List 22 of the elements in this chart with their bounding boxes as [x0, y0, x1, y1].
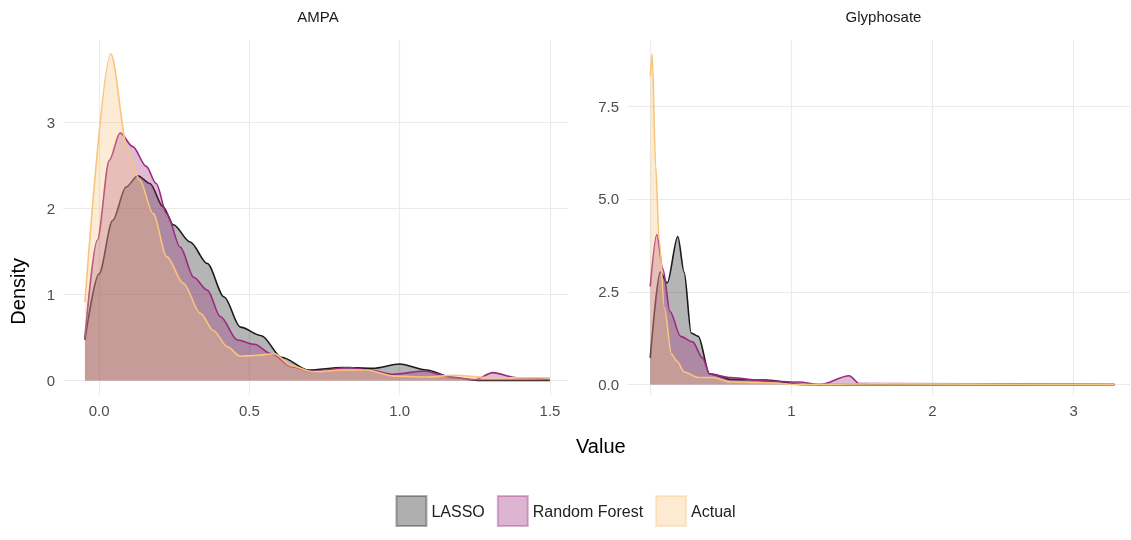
x-tick-label: 0.0	[88, 402, 110, 419]
x-tick-label: 1.0	[389, 402, 411, 419]
x-tick-label: 1	[787, 402, 796, 419]
x-tick-label: 2	[928, 402, 937, 419]
x-axis-title: Value	[576, 435, 626, 457]
y-tick-label: 1	[46, 285, 55, 303]
x-tick-label: 0.5	[238, 402, 260, 419]
y-tick-label: 2	[46, 199, 55, 217]
legend-label: Actual	[691, 502, 736, 520]
chart-title: AMPA	[297, 8, 339, 25]
legend-label: LASSO	[431, 502, 485, 520]
x-tick-label: 3	[1069, 402, 1078, 419]
y-tick-label: 5.0	[598, 190, 619, 208]
y-tick-label: 2.5	[598, 283, 619, 301]
y-tick-label: 3	[46, 114, 55, 132]
x-tick-label: 1.5	[539, 402, 561, 419]
y-tick-label: 0	[46, 371, 55, 389]
y-axis-title: Density	[7, 257, 29, 325]
y-tick-label: 7.5	[598, 97, 619, 115]
legend-label: Random Forest	[532, 502, 644, 520]
chart-title: Glyphosate	[845, 8, 922, 25]
y-tick-label: 0.0	[598, 376, 619, 394]
